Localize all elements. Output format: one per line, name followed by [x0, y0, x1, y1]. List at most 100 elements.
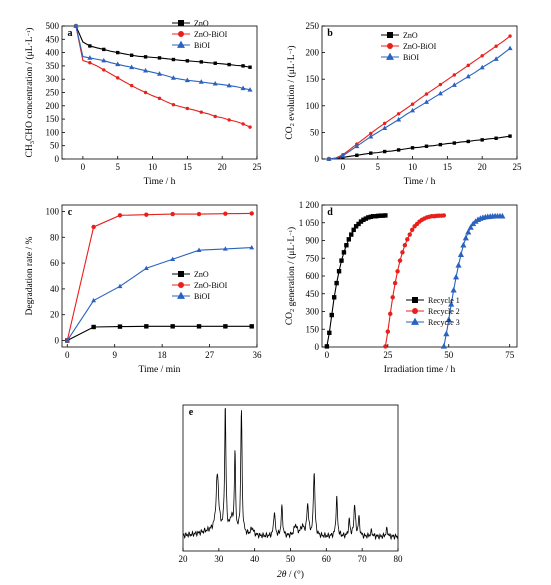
data-point	[441, 213, 447, 218]
data-point	[370, 214, 376, 219]
chart-e: e 20 30 40 50 60 70 80 2θ / (°)	[179, 404, 403, 580]
series-line	[328, 35, 511, 160]
x-tick-label: 30	[214, 554, 224, 564]
data-point	[157, 96, 162, 101]
legend-label: BiOI	[403, 53, 419, 62]
x-tick-label: 27	[205, 350, 215, 360]
panel-letter: a	[68, 28, 73, 39]
data-point	[443, 330, 450, 337]
chart-a: a0 5 10 15 20 2505010015020025030035040045050…	[24, 19, 262, 187]
legend-label: ZnO-BiOI	[194, 30, 228, 39]
data-point	[327, 330, 332, 335]
data-point	[450, 286, 457, 293]
legend-marker	[177, 291, 185, 299]
data-point	[369, 151, 373, 155]
data-point	[248, 125, 252, 129]
legend-marker	[386, 52, 394, 60]
series-line	[66, 212, 252, 341]
x-tick-label: 0	[81, 162, 86, 172]
data-point	[247, 87, 253, 92]
data-point	[382, 121, 387, 126]
x-tick-label: 20	[478, 162, 488, 172]
data-point	[144, 212, 149, 217]
data-point	[199, 60, 203, 64]
y-tick-label: 450	[306, 289, 320, 299]
data-point	[326, 156, 332, 161]
data-point	[226, 82, 232, 88]
legend-label: ZnO-BiOI	[403, 42, 437, 51]
data-point	[438, 82, 443, 87]
data-point	[227, 62, 231, 67]
x-tick-label: 20	[218, 162, 228, 172]
data-point	[460, 241, 467, 248]
data-point	[375, 213, 381, 219]
data-point	[424, 92, 429, 96]
data-point	[116, 50, 120, 55]
data-point	[494, 136, 498, 140]
legend-marker	[178, 31, 184, 37]
data-point	[392, 280, 398, 286]
y-tick-label: 200	[306, 48, 320, 58]
y-tick-label: 300	[46, 74, 60, 84]
x-axis-label: 2θ / (°)	[277, 569, 304, 580]
x-tick-label: 0	[325, 350, 330, 360]
y-tick-label: 500	[46, 21, 60, 31]
series-line	[328, 135, 511, 160]
data-point	[354, 143, 360, 149]
data-point	[129, 64, 135, 70]
legend-marker	[178, 20, 184, 26]
data-point	[340, 153, 346, 158]
y-tick-label: 50	[50, 141, 60, 151]
data-point	[353, 224, 359, 229]
data-point	[157, 56, 162, 60]
data-point	[196, 324, 202, 329]
data-point	[437, 90, 443, 96]
data-point	[241, 64, 245, 68]
data-point	[373, 214, 378, 219]
plot-frame	[321, 204, 518, 348]
legend-label: ZnO	[194, 270, 209, 279]
data-point	[410, 107, 416, 113]
data-point	[249, 244, 255, 250]
data-point	[494, 44, 498, 48]
data-point	[196, 211, 202, 217]
x-tick-label: 10	[148, 162, 158, 172]
data-point	[423, 99, 429, 104]
x-axis-label: Irradiation time / h	[384, 365, 456, 375]
data-point	[88, 44, 92, 48]
legend-marker	[412, 297, 418, 303]
legend-marker	[177, 40, 185, 48]
data-point	[170, 324, 175, 329]
data-point	[397, 258, 403, 263]
legend-label: Recycle 2	[428, 307, 460, 316]
data-point	[171, 57, 176, 62]
y-tick-label: 900	[306, 236, 320, 246]
data-point	[452, 273, 460, 280]
data-point	[248, 65, 252, 69]
data-point	[196, 247, 202, 252]
x-tick-label: 70	[358, 554, 368, 564]
data-point	[405, 237, 410, 242]
data-point	[493, 56, 499, 61]
y-tick-label: 300	[306, 307, 320, 317]
data-point	[368, 133, 374, 139]
x-tick-label: 75	[505, 350, 515, 360]
x-tick-label: 5	[115, 162, 120, 172]
x-tick-label: 40	[250, 554, 260, 564]
data-point	[383, 213, 388, 218]
legend-label: Recycle 1	[428, 296, 460, 305]
legend-label: ZnO	[194, 19, 209, 28]
data-point	[143, 265, 149, 271]
y-tick-label: 1 050	[299, 218, 320, 228]
data-point	[480, 54, 484, 58]
plot-frame	[61, 204, 258, 348]
plot-frame	[182, 404, 399, 552]
legend-marker	[178, 271, 184, 277]
legend-label: ZnO-BiOI	[194, 281, 228, 290]
data-point	[346, 237, 352, 242]
data-point	[396, 112, 401, 116]
legend-marker	[412, 308, 418, 314]
data-point	[396, 116, 402, 122]
